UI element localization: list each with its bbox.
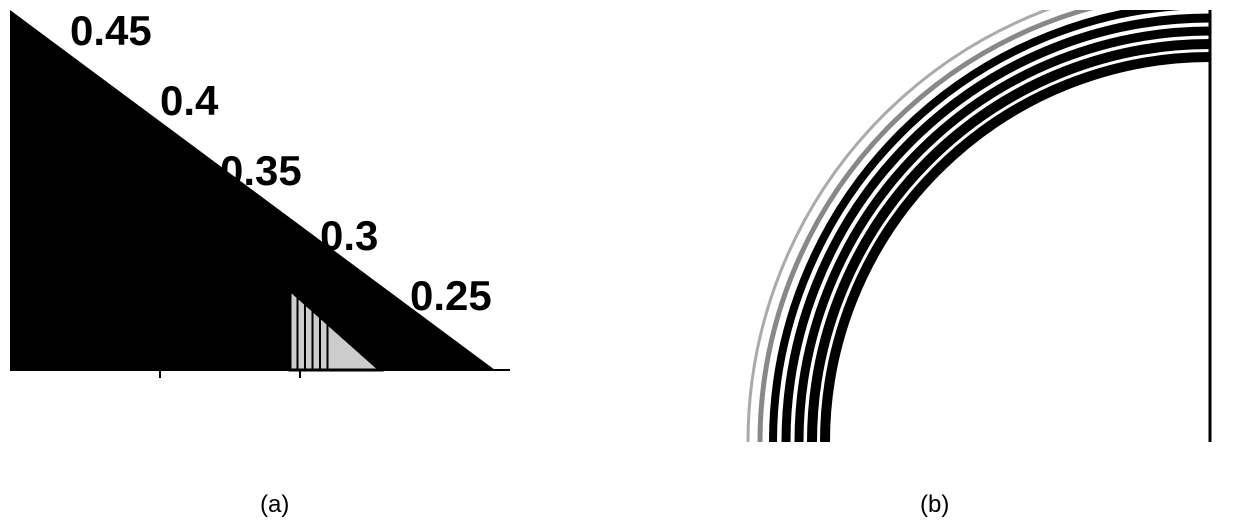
contour-label: 0.35	[220, 147, 302, 194]
arc	[799, 31, 1210, 442]
arc	[786, 18, 1210, 442]
caption-a: (a)	[260, 491, 289, 519]
panel-b	[670, 10, 1230, 480]
caption-b: (b)	[920, 491, 949, 519]
panel-a: 0.450.40.35 0.3 0.25	[10, 10, 570, 480]
contour-label: 0.3	[320, 212, 378, 259]
panel-a-svg: 0.450.40.35 0.3 0.25	[10, 10, 570, 480]
contour-label: 0.4	[160, 77, 219, 124]
contour-label: 0.25	[410, 272, 492, 319]
contour-label: 0.45	[70, 10, 152, 54]
arc	[812, 44, 1210, 442]
panel-b-svg	[670, 10, 1230, 480]
